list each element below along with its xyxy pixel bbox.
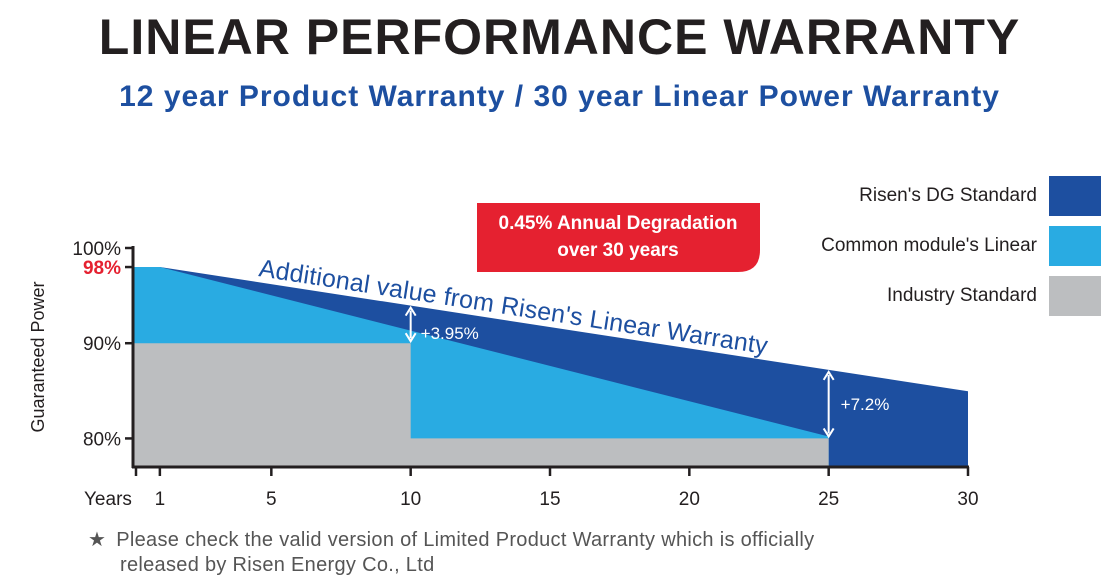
footnote-line2: released by Risen Energy Co., Ltd xyxy=(120,554,435,576)
y-tick-label: 80% xyxy=(83,429,121,450)
footnote: ★ Please check the valid version of Limit… xyxy=(88,528,814,578)
page-title: LINEAR PERFORMANCE WARRANTY xyxy=(98,9,1021,65)
legend-swatch-industry xyxy=(1049,276,1101,316)
y-axis-label: Guaranteed Power xyxy=(28,281,48,432)
badge-line1: 0.45% Annual Degradation xyxy=(499,213,738,234)
arrow-head-up xyxy=(822,369,835,381)
x-tick-label: 15 xyxy=(539,489,560,510)
arrow-delta-10 xyxy=(404,305,417,344)
star-icon: ★ xyxy=(88,529,107,551)
area-industry-standard xyxy=(132,343,829,467)
footnote-line1: Please check the valid version of Limite… xyxy=(116,529,815,551)
x-tick-label: 5 xyxy=(266,489,277,510)
delta-label-25: +7.2% xyxy=(841,395,890,414)
legend-item-industry-standard: Industry Standard xyxy=(821,276,1101,316)
arrow-head-up xyxy=(404,305,417,317)
legend-label: Risen's DG Standard xyxy=(859,185,1037,206)
legend-item-common-linear: Common module's Linear xyxy=(821,226,1101,266)
y-tick-label: 90% xyxy=(83,334,121,355)
x-tick-label: 30 xyxy=(957,489,978,510)
arrow-head-down xyxy=(404,332,417,344)
x-tick-label: 1 xyxy=(155,489,166,510)
x-tick-label: 10 xyxy=(400,489,421,510)
chart-legend: Risen's DG Standard Common module's Line… xyxy=(821,176,1101,326)
legend-label: Industry Standard xyxy=(887,285,1037,306)
arrow-head-down xyxy=(822,427,835,439)
delta-label-10: +3.95% xyxy=(421,324,479,343)
legend-item-dg-standard: Risen's DG Standard xyxy=(821,176,1101,216)
legend-swatch-common xyxy=(1049,226,1101,266)
badge-shape xyxy=(477,203,760,272)
arrow-delta-25 xyxy=(822,369,835,439)
x-tick-label: 20 xyxy=(679,489,700,510)
y-tick-label-highlight: 98% xyxy=(83,258,121,279)
legend-swatch-dg xyxy=(1049,176,1101,216)
x-axis-label: Years xyxy=(84,489,132,510)
badge-line2: over 30 years xyxy=(557,240,679,261)
x-tick-label: 25 xyxy=(818,489,839,510)
page-subtitle: 12 year Product Warranty / 30 year Linea… xyxy=(119,80,1000,113)
legend-label: Common module's Linear xyxy=(821,235,1037,256)
degradation-badge: 0.45% Annual Degradation over 30 years xyxy=(477,203,760,272)
y-tick-label: 100% xyxy=(72,239,121,260)
